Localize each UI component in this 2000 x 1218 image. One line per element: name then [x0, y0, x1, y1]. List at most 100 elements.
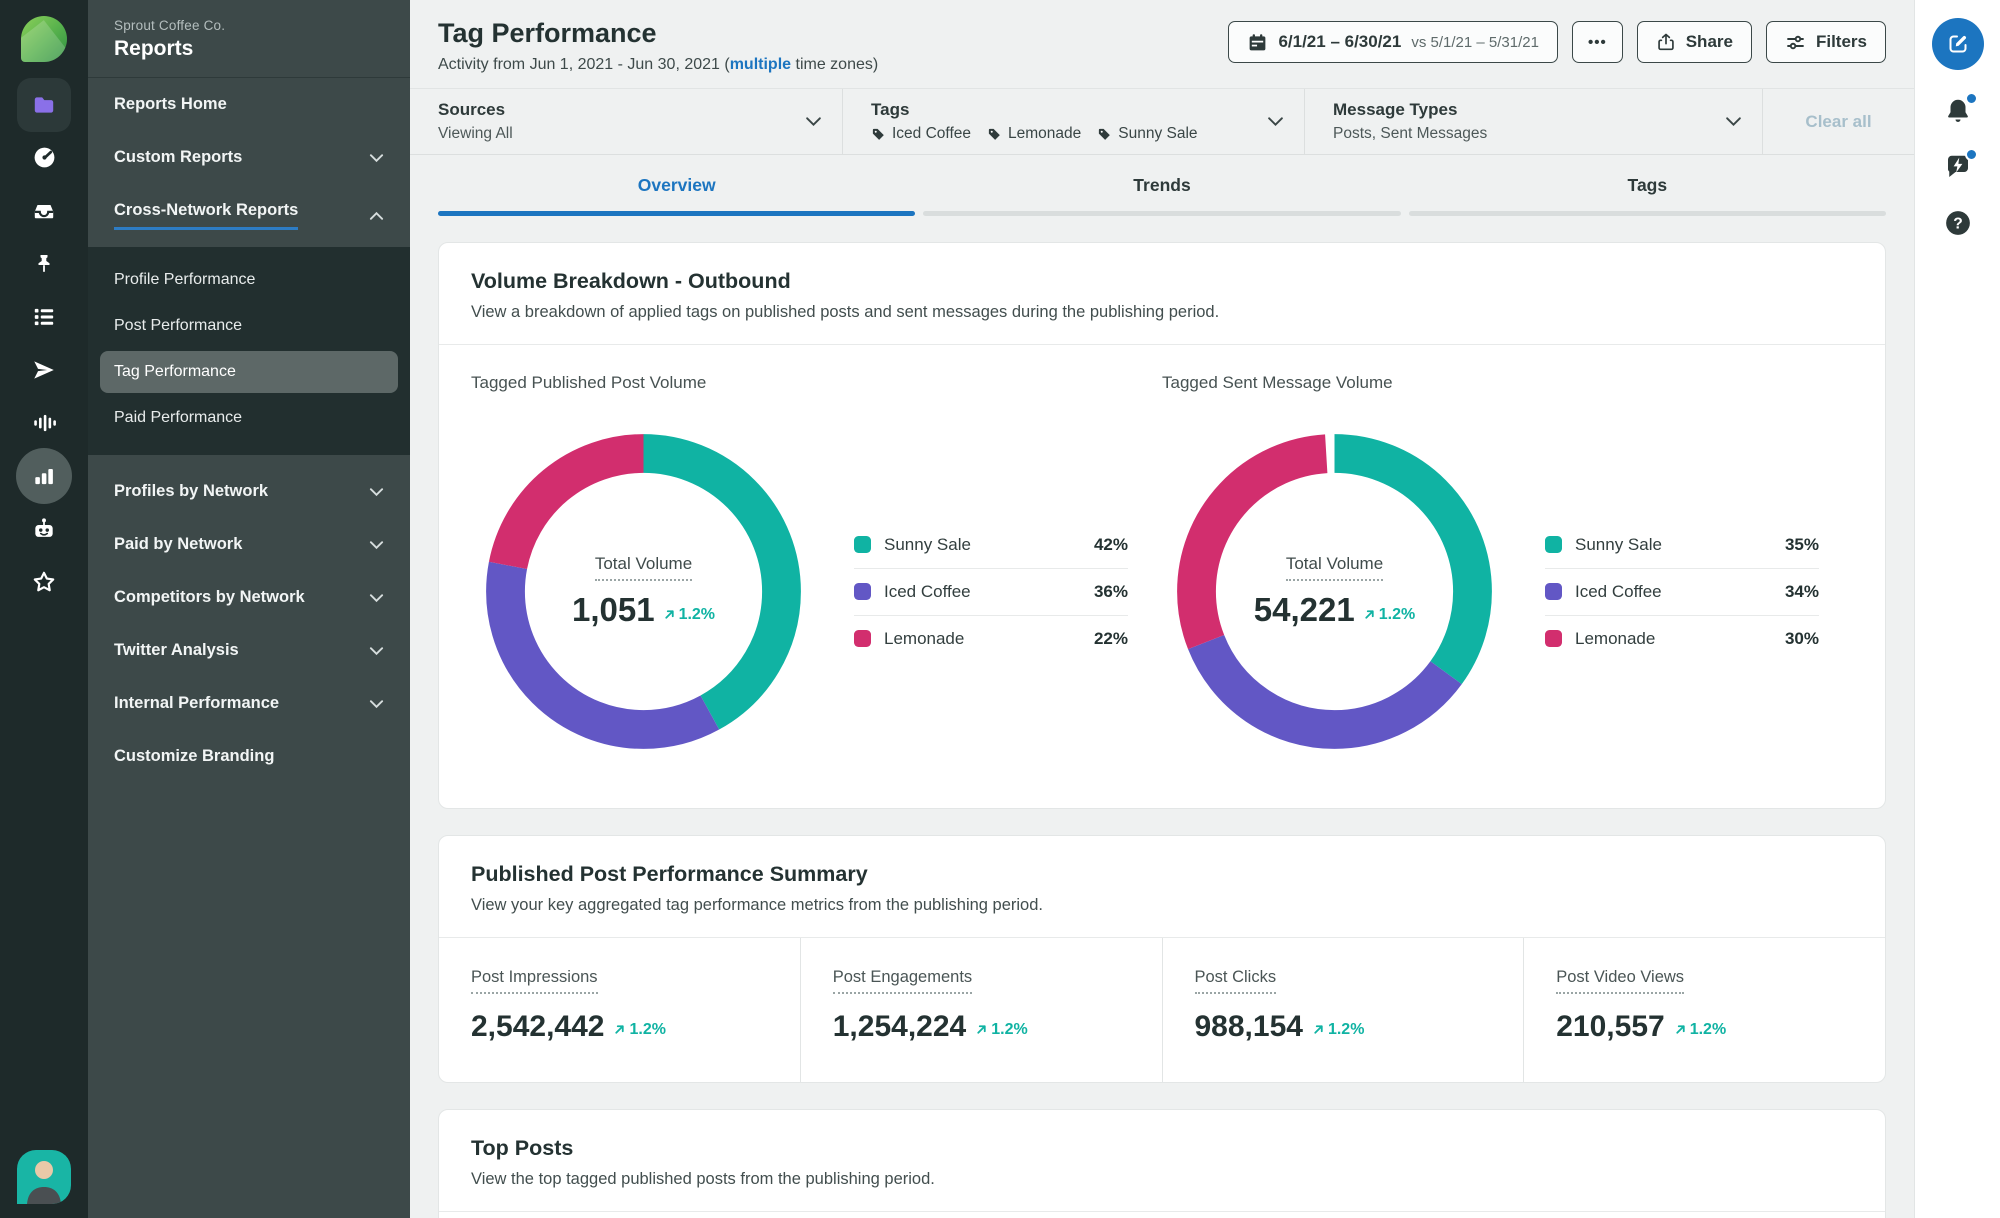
increase-arrow-icon: [1676, 1025, 1685, 1034]
help-button[interactable]: ?: [1943, 208, 1973, 238]
increase-arrow-icon: [1365, 610, 1374, 619]
calendar-icon: [1247, 32, 1268, 53]
sidebar-item-cross-network-reports[interactable]: Cross-Network Reports: [88, 184, 410, 247]
rail-item-feeds[interactable]: [0, 290, 88, 343]
tag-chip: Sunny Sale: [1097, 125, 1198, 143]
sidebar-item-custom-reports[interactable]: Custom Reports: [88, 131, 410, 184]
more-options-button[interactable]: •••: [1571, 21, 1623, 63]
sidebar-item-tag-performance[interactable]: Tag Performance: [100, 351, 398, 393]
rail-item-listening[interactable]: [0, 396, 88, 449]
volume-breakdown-description: View a breakdown of applied tags on publ…: [471, 303, 1220, 322]
rail-item-automation[interactable]: [0, 502, 88, 555]
legend-item: Sunny Sale 35%: [1545, 522, 1819, 568]
filters-button[interactable]: Filters: [1765, 21, 1886, 63]
date-range-button[interactable]: 6/1/21 – 6/30/21 vs 5/1/21 – 5/31/21: [1228, 21, 1558, 63]
sidebar-item-profiles-by-network[interactable]: Profiles by Network: [88, 465, 410, 518]
top-posts-card: Top Posts View the top tagged published …: [438, 1109, 1886, 1218]
summary-title: Published Post Performance Summary: [471, 862, 868, 887]
sidebar-title: Reports: [114, 37, 194, 60]
increase-arrow-icon: [1314, 1025, 1323, 1034]
rail-item-publishing[interactable]: [0, 343, 88, 396]
increase-arrow-icon: [664, 610, 674, 619]
tab-tags[interactable]: Tags: [1408, 175, 1886, 217]
chevron-down-icon: [1267, 116, 1284, 127]
compose-button[interactable]: [1931, 18, 1984, 70]
clear-all-button[interactable]: Clear all: [1805, 111, 1872, 131]
page-title: Tag Performance: [438, 18, 657, 48]
whats-new-button[interactable]: [1943, 148, 1978, 182]
summary-description: View your key aggregated tag performance…: [471, 896, 1043, 915]
sidebar-item-profile-performance[interactable]: Profile Performance: [114, 271, 256, 288]
sidebar-item-post-performance[interactable]: Post Performance: [114, 317, 243, 334]
sidebar-item-twitter-analysis[interactable]: Twitter Analysis: [88, 624, 410, 677]
filter-bar: Sources Viewing All Tags Iced Coffee Lem…: [410, 88, 1914, 156]
chevron-down-icon: [369, 487, 384, 497]
legend-swatch: [854, 583, 871, 601]
share-button[interactable]: Share: [1636, 21, 1752, 63]
tab-overview[interactable]: Overview: [438, 175, 916, 217]
main-content: Tag Performance Activity from Jun 1, 202…: [410, 0, 1914, 1218]
date-range-value: 6/1/21 – 6/30/21: [1278, 32, 1402, 51]
sprout-leaf-icon: [21, 16, 67, 62]
folder-icon: [17, 77, 71, 132]
metric-post-impressions: Post Impressions 2,542,442 1.2%: [471, 968, 666, 1044]
total-volume-label[interactable]: Total Volume: [594, 554, 693, 582]
account-name: Sprout Coffee Co.: [114, 18, 226, 33]
reports-sidebar: Sprout Coffee Co. Reports Reports Home C…: [88, 0, 410, 1218]
top-posts-body: [439, 1212, 1885, 1218]
total-volume-value: 1,051: [571, 591, 655, 629]
chevron-down-icon: [1725, 116, 1742, 127]
sidebar-item-reports-home[interactable]: Reports Home: [114, 95, 227, 113]
metric-post-clicks: Post Clicks 988,154 1.2%: [1161, 938, 1524, 1083]
chevron-up-icon: [369, 211, 384, 221]
rail-item-dashboard[interactable]: [0, 131, 88, 184]
rail-item-favorites[interactable]: [0, 555, 88, 608]
rail-item-reports-folder[interactable]: [0, 77, 88, 132]
summary-metrics: Post Impressions 2,542,442 1.2% Post Eng…: [439, 938, 1885, 1083]
gauge-icon: [32, 145, 57, 170]
chevron-down-icon: [369, 153, 384, 163]
notifications-button[interactable]: [1943, 92, 1978, 126]
notification-badge: [1964, 92, 1978, 105]
legend-swatch: [854, 630, 871, 648]
rail-item-pinned[interactable]: [0, 237, 88, 290]
tab-trends[interactable]: Trends: [923, 175, 1401, 217]
app-icon-rail: [0, 0, 88, 1218]
tab-underline: [438, 211, 916, 217]
sidebar-item-paid-performance[interactable]: Paid Performance: [114, 409, 243, 426]
chart-title: Tagged Published Post Volume: [471, 373, 707, 393]
rail-item-reports-active[interactable]: [0, 447, 88, 504]
user-avatar[interactable]: [17, 1150, 71, 1204]
sprout-logo[interactable]: [0, 0, 88, 78]
sources-filter[interactable]: Sources Viewing All: [410, 89, 843, 155]
sidebar-item-internal-performance[interactable]: Internal Performance: [88, 677, 410, 730]
tag-chip: Iced Coffee: [871, 125, 971, 143]
sources-label: Sources: [438, 100, 506, 120]
chart-legend: Sunny Sale 42% Iced Coffee 36% Lemonade: [854, 522, 1128, 662]
date-compare-value: vs 5/1/21 – 5/31/21: [1411, 33, 1539, 51]
tags-filter[interactable]: Tags Iced Coffee Lemonade Sunny Sale: [843, 89, 1305, 155]
sidebar-item-paid-by-network[interactable]: Paid by Network: [88, 518, 410, 571]
change-badge: 1.2%: [975, 1021, 1028, 1039]
donut-chart-published-posts[interactable]: Total Volume 1,051 1.2%: [471, 419, 816, 764]
tag-icon: [987, 127, 1002, 142]
message-types-filter[interactable]: Message Types Posts, Sent Messages: [1305, 89, 1763, 155]
cross-network-report-list: Profile Performance Post Performance Tag…: [88, 247, 410, 455]
top-posts-title: Top Posts: [471, 1136, 574, 1161]
chart-title: Tagged Sent Message Volume: [1162, 373, 1393, 393]
tab-underline: [923, 211, 1401, 217]
total-volume-label[interactable]: Total Volume: [1285, 554, 1384, 582]
legend-swatch: [854, 536, 871, 554]
message-types-label: Message Types: [1333, 100, 1458, 120]
donut-chart-sent-messages[interactable]: Total Volume 54,221 1.2%: [1162, 419, 1507, 764]
multiple-timezones-link[interactable]: multiple: [729, 56, 792, 73]
tag-icon: [871, 127, 886, 142]
sidebar-item-competitors-by-network[interactable]: Competitors by Network: [88, 571, 410, 624]
sidebar-item-customize-branding[interactable]: Customize Branding: [114, 747, 275, 765]
sidebar-header: Sprout Coffee Co. Reports: [88, 0, 410, 78]
metric-post-video-views: Post Video Views 210,557 1.2%: [1523, 938, 1885, 1083]
message-types-value: Posts, Sent Messages: [1333, 125, 1488, 143]
utility-rail: ?: [1914, 0, 2000, 1218]
volume-breakdown-title: Volume Breakdown - Outbound: [471, 269, 791, 294]
rail-item-inbox[interactable]: [0, 184, 88, 237]
